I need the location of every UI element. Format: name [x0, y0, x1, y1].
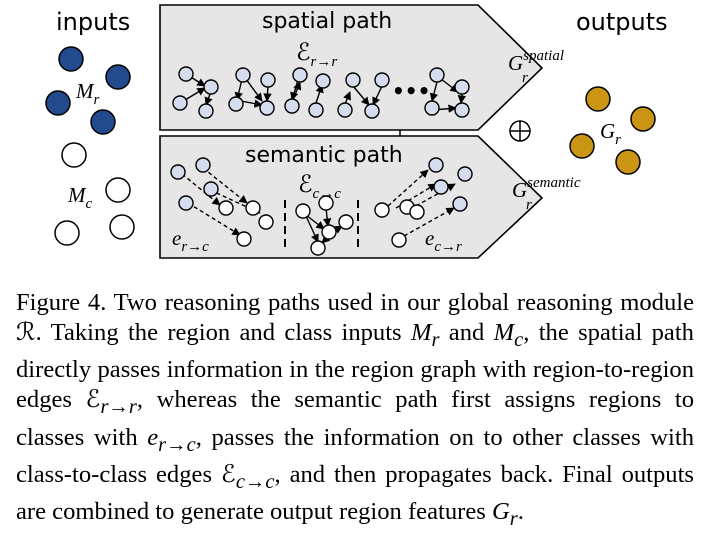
e-cr-label: ec→r [425, 226, 462, 255]
semantic-path-panel [159, 135, 544, 259]
class-graph [295, 195, 354, 256]
semantic-left-nodes [170, 157, 274, 247]
symbol-erc: er→c [147, 423, 196, 456]
symbol-Mr: Mr [410, 318, 440, 351]
g-semantic-label: Gsemantic r [512, 168, 586, 213]
g-spatial-label: Gspatial r [508, 41, 569, 86]
caption-text: , passes the information on to other cla… [16, 423, 694, 488]
class-node [61, 142, 87, 168]
symbol-Ecc: ℰc→c [220, 460, 275, 493]
e-rc-label: er→c [172, 226, 209, 255]
output-node [630, 106, 656, 132]
region-node [45, 90, 71, 116]
class-node [105, 177, 131, 203]
spatial-ellipsis: ••• [392, 79, 430, 103]
caption-text: , whereas the semantic path first assign… [16, 386, 694, 451]
region-node [105, 64, 131, 90]
symbol-Err: ℰr→r [85, 386, 137, 419]
spatial-graph-2 [228, 67, 276, 116]
caption-text: Figure 4. Two reasoning paths used in ou… [16, 288, 694, 316]
outputs-label: outputs [576, 8, 668, 36]
output-node [615, 149, 641, 175]
semantic-path-title: semantic path [245, 143, 403, 168]
region-input-nodes [45, 46, 131, 135]
output-nodes [569, 86, 656, 175]
caption-text: , the spatial path directly passes infor… [16, 318, 694, 414]
class-input-nodes [54, 142, 135, 246]
class-node [54, 220, 80, 246]
symbol-Gr: Gr [491, 498, 518, 530]
symbol-R: ℛ [16, 318, 36, 346]
region-node [90, 109, 116, 135]
eps-rr-label: ℰr→r [296, 40, 337, 70]
spatial-graph-1 [172, 66, 219, 119]
output-node [569, 133, 595, 159]
inputs-label: inputs [56, 8, 130, 36]
spatial-graph-3 [284, 67, 331, 118]
output-node [585, 86, 611, 112]
symbol-Mc: Mc [493, 318, 524, 351]
region-node [58, 46, 84, 72]
spatial-path-title: spatial path [262, 9, 392, 34]
figure-caption: Figure 4. Two reasoning paths used in ou… [16, 288, 694, 534]
spatial-graph-4 [337, 72, 390, 119]
class-node [109, 214, 135, 240]
caption-text: and [439, 318, 494, 346]
spatial-graph-5 [424, 67, 470, 118]
mr-label: Mr [75, 79, 100, 108]
caption-text: . [517, 498, 524, 525]
semantic-right-nodes [374, 157, 473, 248]
gr-label: Gr [600, 119, 621, 148]
mc-label: Mc [67, 183, 93, 212]
figure-4-diagram: inputs outputs Mr Mc spatial path ℰr→r [45, 4, 668, 259]
caption-text: . Taking the region and class inputs [35, 318, 411, 346]
eps-cc-label: ℰc→c [298, 172, 341, 202]
